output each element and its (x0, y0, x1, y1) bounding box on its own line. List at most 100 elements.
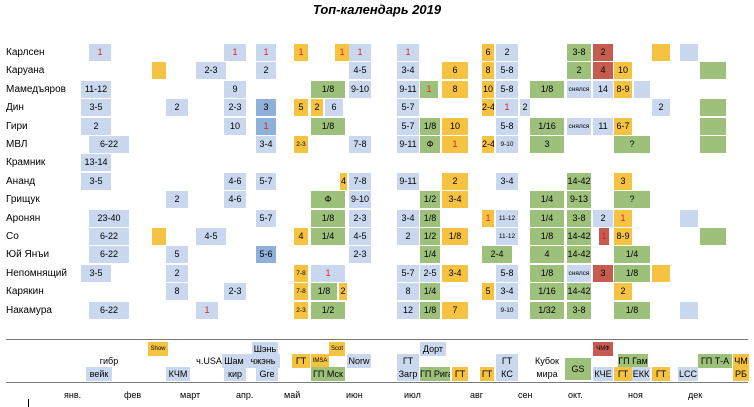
event-label: ЕКК (632, 367, 650, 381)
result-cell: 5-7 (256, 172, 276, 190)
result-cell: 1/8 (420, 301, 440, 319)
player-name: Мамедъяров (6, 83, 66, 95)
result-cell: 1/8 (311, 117, 345, 135)
result-cell: 2-4 (482, 99, 494, 117)
result-cell: 5-8 (496, 62, 518, 80)
result-cell: 10 (442, 117, 468, 135)
result-cell: 3-5 (81, 172, 111, 190)
chart-title: Топ-календарь 2019 (312, 2, 442, 17)
event-label: ЧМ (733, 354, 749, 368)
result-cell (700, 99, 726, 117)
event-label: РБ (733, 367, 749, 381)
result-cell: 7-8 (349, 136, 371, 153)
result-cell: 9-10 (349, 191, 371, 209)
result-cell: 9-10 (349, 80, 371, 98)
result-cell: 2 (166, 191, 188, 209)
result-cell: 14 (593, 80, 613, 98)
result-cell: 9-11 (397, 80, 419, 98)
result-cell (652, 44, 670, 61)
separator-line (6, 339, 748, 340)
month-label: янв. (64, 390, 82, 400)
result-cell: 8 (166, 283, 188, 301)
result-cell: 7-8 (294, 264, 308, 282)
month-label: июл (404, 390, 421, 400)
result-cell: ? (614, 136, 650, 153)
month-label: фев (124, 390, 142, 400)
result-cell: 14-42 (567, 246, 591, 264)
player-name: Аронян (6, 212, 41, 224)
result-cell: 6-7 (614, 117, 632, 135)
player-name: Дин (6, 102, 24, 114)
event-label: ГТ (614, 367, 632, 381)
result-cell (152, 62, 166, 80)
result-cell: 9-11 (397, 136, 419, 153)
result-cell: 3-8 (567, 209, 591, 227)
result-cell: 1/8 (530, 264, 564, 282)
result-cell: 2 (81, 117, 111, 135)
event-label: ГТ (480, 367, 494, 381)
result-cell: 1/8 (311, 80, 345, 98)
result-cell (152, 228, 166, 245)
event-label: ГТ (292, 354, 310, 368)
result-cell: 1 (442, 136, 468, 153)
event-label: ГТ (397, 354, 419, 368)
event-label: ч.USA (196, 356, 222, 366)
result-cell: 1 (599, 228, 609, 245)
event-label: чжэнь (246, 354, 280, 368)
result-cell: 8 (482, 62, 494, 80)
result-cell: 2 (593, 44, 613, 61)
result-cell: 10 (482, 80, 494, 98)
result-cell: 13-14 (81, 154, 111, 172)
result-cell: 3-4 (496, 172, 518, 190)
result-cell: 5-8 (496, 80, 518, 98)
result-cell: 3-8 (567, 44, 591, 61)
result-cell: 14-42 (567, 172, 591, 190)
result-cell: 2 (166, 99, 188, 117)
event-label: Шам (222, 354, 246, 368)
result-cell: снялся (567, 80, 591, 98)
result-cell: 1 (335, 44, 349, 61)
event-label: IMSA (311, 354, 329, 368)
event-label: КС (496, 367, 518, 381)
result-cell: 2 (496, 44, 518, 61)
result-cell (652, 264, 670, 282)
result-cell: 3-8 (567, 301, 591, 319)
result-cell: 5 (482, 283, 494, 301)
result-cell: 4 (593, 62, 613, 80)
result-cell: 8 (397, 283, 419, 301)
event-label: кир (224, 367, 246, 381)
event-label: ЧМФ (593, 342, 613, 356)
result-cell: 1/4 (614, 246, 650, 264)
result-cell: снялся (567, 264, 591, 282)
result-cell: 11-12 (496, 209, 518, 227)
result-cell: 3-5 (81, 264, 111, 282)
result-cell: 2-3 (349, 209, 371, 227)
result-cell (700, 117, 726, 135)
result-cell: 1 (224, 44, 246, 61)
separator-line-bottom (6, 382, 748, 383)
result-cell: 2 (397, 228, 419, 245)
result-cell: 1/2 (311, 301, 345, 319)
result-cell: 2 (256, 62, 276, 80)
result-cell: 1/8 (530, 80, 564, 98)
result-cell: 1/2 (420, 228, 440, 245)
result-cell: 2-3 (349, 246, 371, 264)
event-label: ГП Гам (618, 354, 648, 368)
month-label: ноя (628, 390, 643, 400)
event-label: Show (148, 342, 168, 356)
result-cell: 7-8 (294, 283, 308, 301)
event-label: Кубок (535, 356, 559, 366)
event-label: ГТ (496, 354, 518, 368)
result-cell: 1/8 (420, 209, 440, 227)
result-cell: 5-6 (256, 246, 276, 264)
result-cell: 2-3 (224, 99, 246, 117)
result-cell: 6 (482, 44, 494, 61)
result-cell: 8-9 (614, 80, 632, 98)
event-label: GS (565, 358, 591, 380)
result-cell: снялся (567, 117, 591, 135)
result-cell: 5-7 (397, 117, 419, 135)
player-name: Крамник (6, 157, 46, 169)
result-cell: 3-4 (397, 209, 419, 227)
axis-tick (28, 399, 29, 407)
result-cell: 4 (294, 228, 308, 245)
